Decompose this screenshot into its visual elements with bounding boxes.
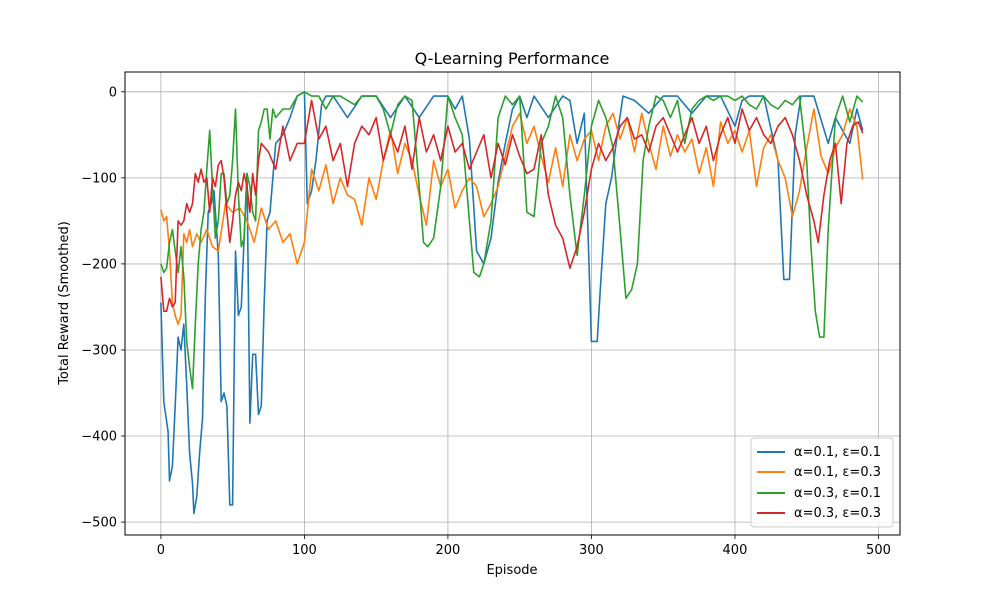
- x-tick-label: 0: [157, 543, 165, 558]
- x-tick-label: 200: [436, 543, 461, 558]
- plot-frame: [124, 71, 901, 536]
- legend-label-3: α=0.3, ε=0.3: [794, 506, 881, 521]
- x-tick-label: 100: [292, 543, 317, 558]
- y-axis-ticks: −500 −400 −300 −200 −100 0: [81, 85, 125, 531]
- x-axis-ticks: 0 100 200 300 400 500: [157, 535, 891, 558]
- y-tick-label: −500: [81, 516, 117, 531]
- x-tick-label: 400: [723, 543, 748, 558]
- y-axis-label: Total Reward (Smoothed): [57, 221, 72, 386]
- y-tick-label: 0: [109, 85, 117, 100]
- x-tick-label: 500: [866, 543, 891, 558]
- y-tick-label: −200: [81, 257, 117, 272]
- legend-label-1: α=0.1, ε=0.3: [794, 465, 881, 480]
- legend-label-0: α=0.1, ε=0.1: [794, 445, 881, 460]
- legend-box: [750, 437, 894, 528]
- legend-label-2: α=0.3, ε=0.1: [794, 486, 881, 501]
- y-tick-label: −400: [81, 430, 117, 445]
- series-line-2: [160, 91, 864, 390]
- series-line-1: [160, 108, 864, 326]
- series-line-3: [160, 99, 864, 313]
- x-axis-label: Episode: [486, 563, 537, 578]
- series-lines: [160, 91, 864, 515]
- legend: α=0.1, ε=0.1 α=0.1, ε=0.3 α=0.3, ε=0.1 α…: [750, 437, 894, 528]
- chart-title: Q-Learning Performance: [415, 49, 610, 68]
- y-tick-label: −300: [81, 343, 117, 358]
- y-tick-label: −100: [81, 171, 117, 186]
- x-tick-label: 300: [579, 543, 604, 558]
